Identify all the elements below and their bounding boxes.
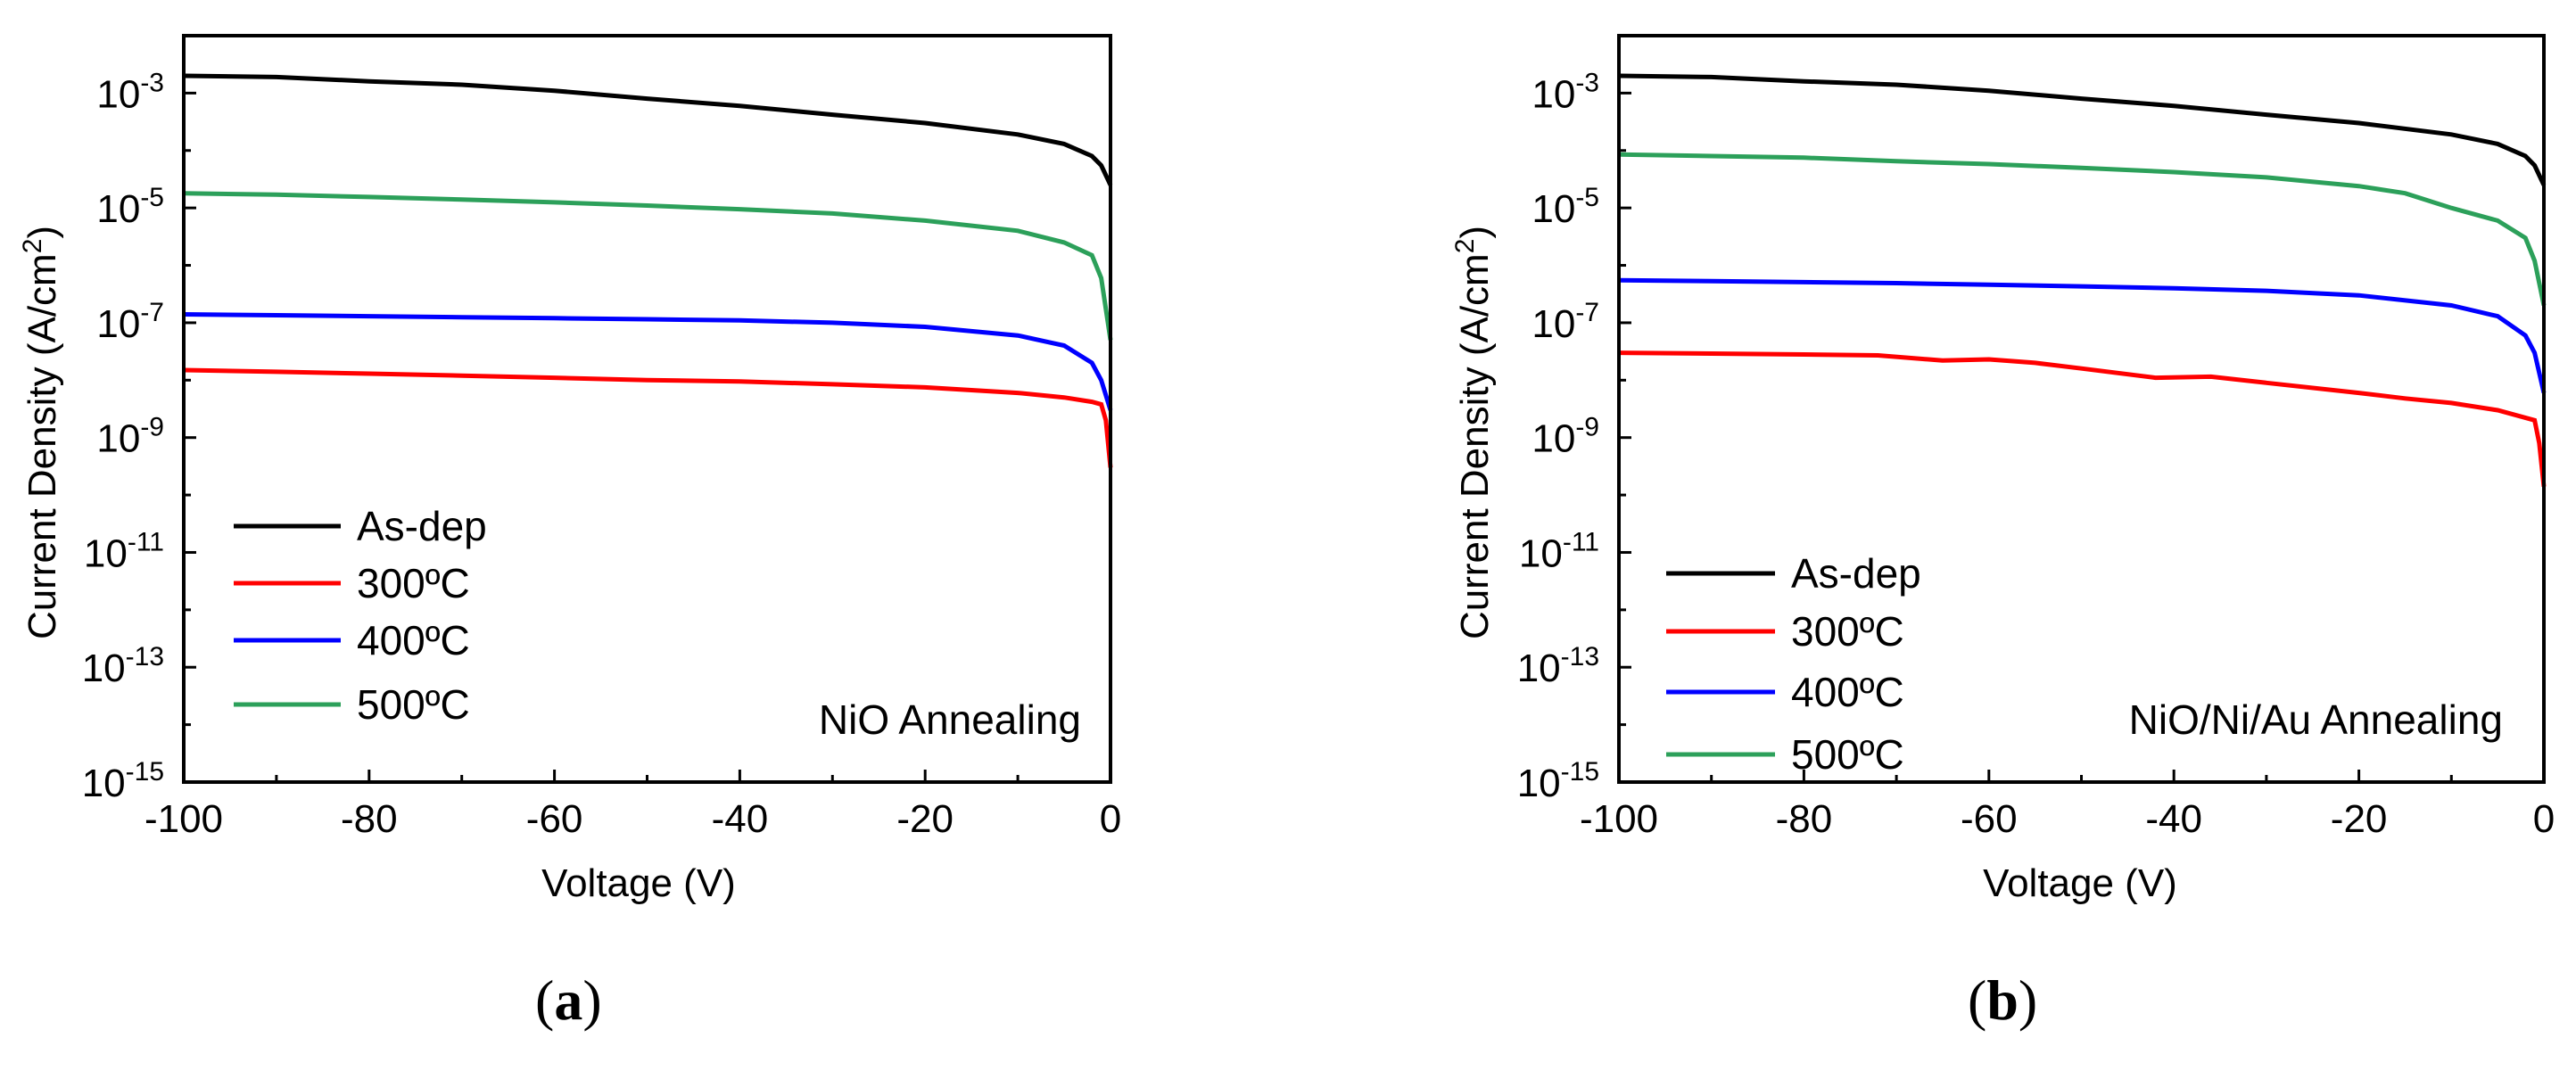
y-tick-label: 10-5	[96, 183, 164, 231]
series-line-400c	[1618, 277, 2547, 394]
y-tick-label: 10-3	[1532, 68, 1599, 116]
series-line-as-dep	[1618, 73, 2547, 186]
legend: As-dep 300ºC 400ºC 500ºC	[1666, 550, 1921, 778]
x-tick-label: -60	[1961, 797, 2018, 841]
y-axis-label: Current Density (A/cm2)	[18, 226, 64, 639]
y-tick-label: 10-15	[82, 757, 164, 805]
chart-panel-b: Current Density (A/cm2) Voltage (V) -100…	[1450, 34, 2555, 905]
legend-label-400c: 400ºC	[357, 617, 470, 663]
series-line-400c	[183, 312, 1113, 411]
x-tick-label: -80	[1776, 797, 1833, 841]
y-tick-label: 10-7	[1532, 298, 1599, 346]
x-tick-label: -40	[712, 797, 769, 841]
series-line-500c	[1618, 152, 2547, 307]
x-tick-label: -80	[341, 797, 398, 841]
y-tick-label: 10-15	[1517, 757, 1599, 805]
y-tick-label: 10-13	[82, 642, 164, 690]
legend-label-400c: 400ºC	[1791, 669, 1904, 715]
y-tick-label: 10-11	[1519, 527, 1599, 575]
series-line-300c	[1618, 350, 2547, 487]
legend-label-300c: 300ºC	[1791, 608, 1904, 655]
series-line-as-dep	[183, 73, 1113, 186]
plot-frame	[1617, 34, 2546, 784]
series-line-500c	[183, 191, 1113, 341]
y-tick-label: 10-7	[96, 298, 164, 346]
plot-frame	[182, 34, 1112, 784]
legend: As-dep 300ºC 400ºC 500ºC	[234, 503, 487, 728]
x-axis-label: Voltage (V)	[541, 861, 736, 905]
legend-label-as-dep: As-dep	[357, 503, 487, 549]
legend-label-500c: 500ºC	[357, 681, 470, 728]
y-tick-label: 10-9	[96, 413, 164, 461]
x-tick-label: -100	[144, 797, 223, 841]
x-tick-label: -60	[526, 797, 583, 841]
panel-label-b: (b)	[1968, 968, 2038, 1032]
legend-label-as-dep: As-dep	[1791, 550, 1921, 597]
y-tick-label: 10-13	[1517, 642, 1599, 690]
y-tick-label: 10-5	[1532, 183, 1599, 231]
x-tick-label: -20	[2331, 797, 2388, 841]
y-tick-label: 10-3	[96, 68, 164, 116]
panel-label-a: (a)	[535, 968, 602, 1032]
chart-annotation: NiO/Ni/Au Annealing	[2129, 696, 2503, 743]
y-tick-label: 10-11	[84, 527, 164, 575]
y-tick-label: 10-9	[1532, 413, 1599, 461]
x-tick-label: -20	[896, 797, 954, 841]
chart-annotation: NiO Annealing	[819, 696, 1081, 743]
legend-label-500c: 500ºC	[1791, 731, 1904, 778]
x-axis-label: Voltage (V)	[1983, 861, 2177, 905]
series-line-300c	[183, 367, 1113, 468]
legend-label-300c: 300ºC	[357, 560, 470, 606]
x-tick-label: -100	[1580, 797, 1658, 841]
axis-ticks	[1617, 91, 2546, 784]
axis-ticks	[182, 91, 1112, 784]
x-tick-label: 0	[1100, 797, 1121, 841]
y-axis-label: Current Density (A/cm2)	[1450, 226, 1497, 639]
chart-panel-a: Current Density (A/cm2) Voltage (V) -100…	[18, 34, 1121, 905]
x-tick-label: 0	[2533, 797, 2555, 841]
x-tick-label: -40	[2145, 797, 2202, 841]
